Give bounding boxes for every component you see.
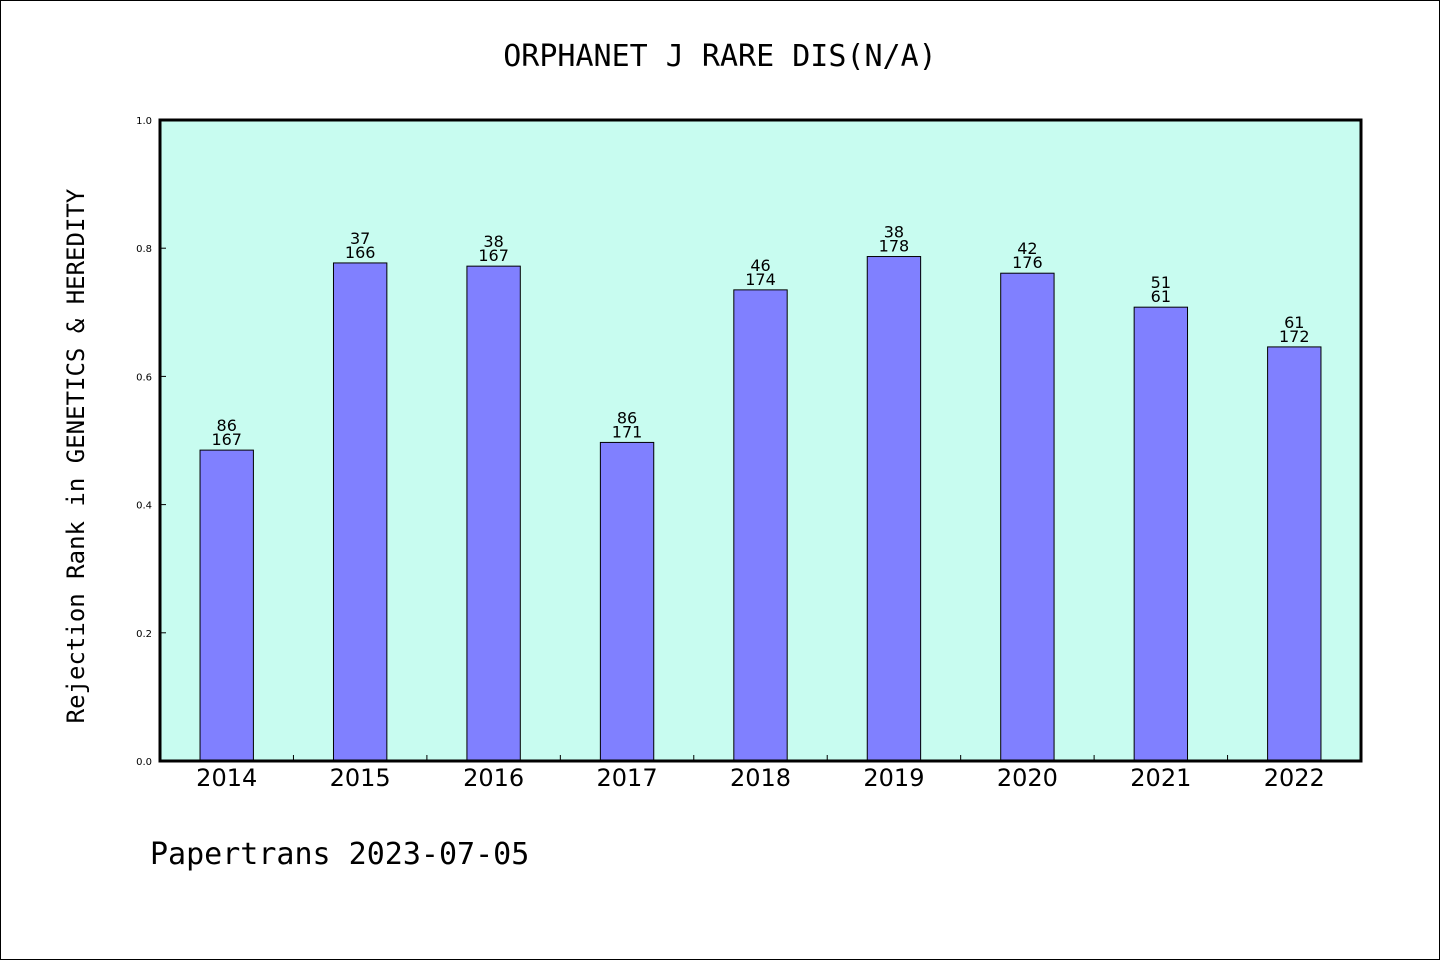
ticks-group: 0.0 0.2 0.4 0.6 0.8 1.0 2014 2015 2016 2017 2018 20… <box>136 116 1325 792</box>
x-tick-label: 2014 <box>196 764 257 792</box>
bar-2022 <box>1267 346 1322 762</box>
bar-total-label: 166 <box>345 243 376 262</box>
bar-rank-label: 46 <box>750 256 770 275</box>
y-tick-label: 0.6 <box>136 372 152 383</box>
x-tick-label: 2017 <box>597 764 658 792</box>
bar-2017 <box>599 441 655 762</box>
plot-border <box>158 118 1363 763</box>
bar-total-label: 178 <box>879 237 910 256</box>
footer-text: Papertrans 2023-07-05 <box>150 837 529 872</box>
bar-total-label: 171 <box>612 422 643 441</box>
y-axis-label: Rejection Rank in GENETICS & HEREDITY <box>62 188 90 723</box>
bar-2020 <box>1000 272 1055 762</box>
bar-2019 <box>866 256 922 762</box>
bars-group: 1678616637167381718617446178381764261511… <box>199 223 1322 762</box>
y-tick-label: 0.2 <box>136 629 152 640</box>
bar-2016 <box>466 265 521 762</box>
y-tick-label: 0.8 <box>136 244 152 255</box>
bar-total-label: 167 <box>211 430 242 449</box>
x-tick-label: 2021 <box>1130 764 1191 792</box>
bar-rank-label: 51 <box>1151 273 1171 292</box>
bar-rank-label: 61 <box>1284 313 1304 332</box>
bar-rank-label: 86 <box>617 408 637 427</box>
y-tick-label: 0.4 <box>136 501 152 512</box>
bar-2015 <box>332 262 388 762</box>
bar-rank-label: 86 <box>217 416 237 435</box>
y-tick-label: 0.0 <box>136 757 152 768</box>
bar-total-label: 172 <box>1279 327 1310 346</box>
y-tick-label: 1.0 <box>136 116 152 127</box>
bar-rank-label: 37 <box>350 229 370 248</box>
bar-2021 <box>1133 306 1189 762</box>
bar-total-label: 174 <box>745 270 776 289</box>
x-tick-label: 2018 <box>730 764 791 792</box>
bar-total-label: 61 <box>1151 287 1171 306</box>
x-tick-label: 2015 <box>330 764 391 792</box>
bar-total-label: 176 <box>1012 253 1043 272</box>
bar-2018 <box>733 289 788 762</box>
bar-rank-label: 38 <box>884 223 904 242</box>
bar-rank-label: 38 <box>483 232 503 251</box>
bar-2014 <box>199 449 254 762</box>
x-tick-label: 2020 <box>997 764 1058 792</box>
bar-rank-label: 42 <box>1017 239 1037 258</box>
x-tick-label: 2019 <box>863 764 924 792</box>
chart-title: ORPHANET J RARE DIS(N/A) <box>503 39 936 74</box>
x-tick-label: 2022 <box>1264 764 1325 792</box>
bar-total-label: 167 <box>478 246 509 265</box>
x-tick-label: 2016 <box>463 764 524 792</box>
